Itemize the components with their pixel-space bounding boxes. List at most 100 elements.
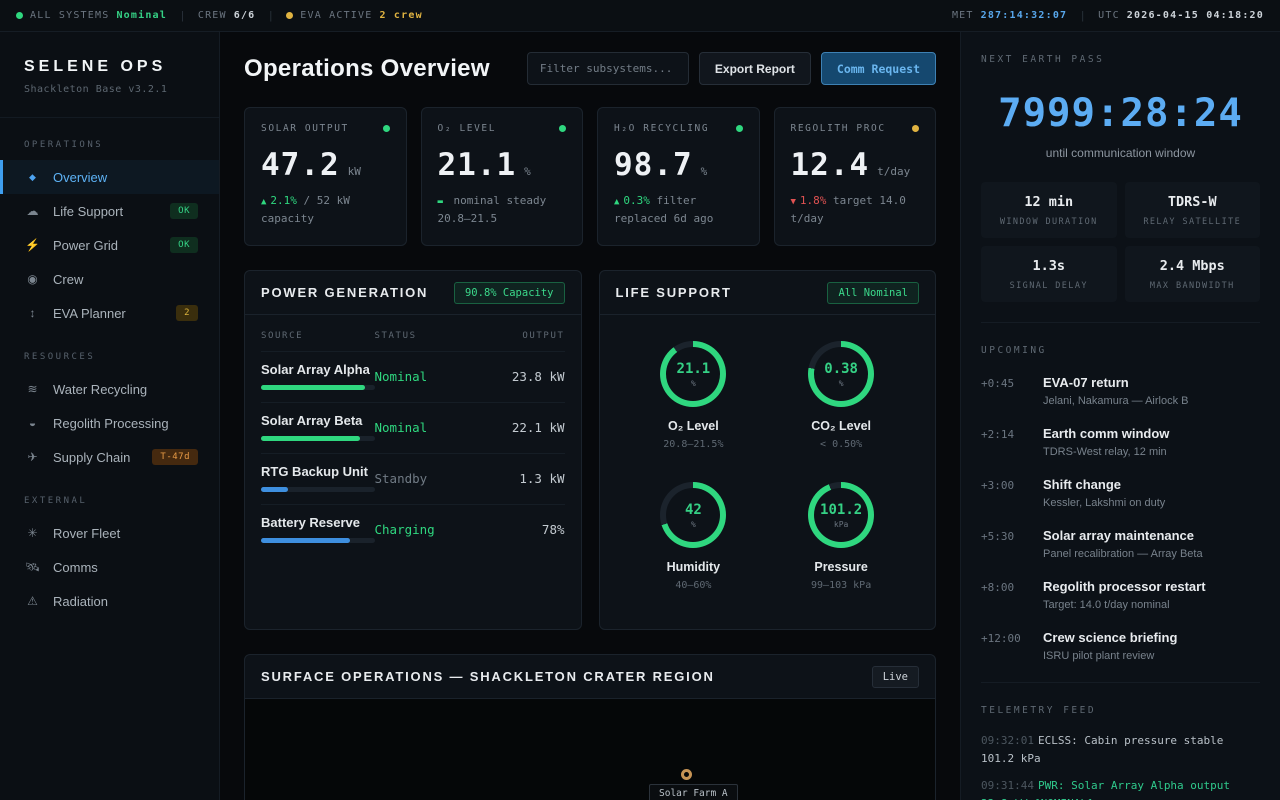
life-gauges: 21.1%O₂ Level20.8–21.5%0.38%CO₂ Level< 0… (600, 315, 936, 617)
sidebar-item-life-support[interactable]: ☁Life SupportOK (0, 194, 219, 228)
radiation-warning-icon: ⚠ (24, 594, 41, 608)
status-dot-icon (912, 125, 919, 132)
gauge-range: < 0.50% (808, 439, 874, 450)
comm-request-button[interactable]: Comm Request (821, 52, 936, 85)
stat-card-h-o-recycling: H₂O RECYCLING98.7%▲0.3% filter replaced … (597, 107, 760, 246)
sidebar-item-regolith-processing[interactable]: ◒Regolith Processing (0, 406, 219, 440)
upcoming-time: +0:45 (981, 375, 1027, 407)
power-source-cell: Solar Array Alpha (261, 362, 375, 390)
upcoming-item-shift-change[interactable]: +3:00 Shift changeKessler, Lakshmi on dut… (981, 477, 1260, 509)
status-dot-icon (286, 12, 293, 19)
power-status: Standby (375, 471, 470, 486)
separator: | (1081, 10, 1084, 22)
sidebar-item-water-recycling[interactable]: ≋Water Recycling (0, 372, 219, 406)
gauge-label: Humidity (660, 560, 726, 574)
gauge-label: O₂ Level (660, 419, 726, 433)
upcoming-item-crew-science-briefing[interactable]: +12:00Crew science briefingISRU pilot pl… (981, 630, 1260, 662)
stat-card-regolith-proc: REGOLITH PROC12.4t/day▼1.8% target 14.0 … (774, 107, 937, 246)
stat-card-value-row: 12.4t/day (791, 147, 920, 183)
filter-subsystems-input[interactable] (527, 52, 689, 85)
sidebar-item-label: Life Support (53, 204, 123, 219)
stat-card-label: H₂O RECYCLING (614, 123, 709, 134)
map-marker-icon[interactable] (681, 769, 692, 780)
diamond-icon: ◆ (24, 172, 41, 183)
status-dot-icon (383, 125, 390, 132)
power-bar-track (261, 436, 375, 441)
power-bar-fill (261, 385, 365, 390)
upcoming-time: +5:30 (981, 528, 1027, 560)
sidebar-item-rover-fleet[interactable]: ✳Rover Fleet (0, 516, 219, 550)
stat-card-unit: % (524, 165, 531, 178)
gauge-value: 0.38 (824, 361, 858, 377)
upcoming-item-solar-array-maintenance[interactable]: +5:30 Solar array maintenancePanel recali… (981, 528, 1260, 560)
power-output: 78% (470, 522, 565, 537)
power-source-cell: Solar Array Beta (261, 413, 375, 441)
upcoming-time: +3:00 (981, 477, 1027, 509)
sidebar-item-supply-chain[interactable]: ✈Supply ChainT-47d (0, 440, 219, 474)
upcoming-body: Solar array maintenancePanel recalibrati… (1043, 528, 1203, 560)
plane-icon: ✈ (24, 450, 41, 464)
right-sidebar: NEXT EARTH PASS 7999:28:24 until communi… (960, 32, 1280, 800)
power-generation-panel: POWER GENERATION 90.8% Capacity SOURCEST… (244, 270, 582, 630)
status-dot-icon (559, 125, 566, 132)
sidebar-item-crew[interactable]: ◉Crew (0, 262, 219, 296)
stat-card-label: O₂ LEVEL (438, 123, 497, 134)
power-table: SOURCESTATUSOUTPUT Solar Array AlphaNomi… (245, 315, 581, 555)
sidebar-item-radiation[interactable]: ⚠Radiation (0, 584, 219, 618)
upcoming-item-eva-07-return[interactable]: +0:45EVA-07 returnJelani, Nakamura — Air… (981, 375, 1260, 407)
surface-operations-panel: SURFACE OPERATIONS — SHACKLETON CRATER R… (244, 654, 936, 800)
power-output: 23.8 kW (470, 369, 565, 384)
telemetry-list: 09:32:01ECLSS: Cabin pressure stable 101… (981, 732, 1260, 800)
upcoming-item-earth-comm-window[interactable]: +2:14Earth comm windowTDRS-West relay, 1… (981, 426, 1260, 458)
power-bar-fill (261, 436, 360, 441)
power-source-name: RTG Backup Unit (261, 464, 375, 479)
page-title: Operations Overview (244, 55, 490, 83)
eva-value: 2 crew (379, 10, 422, 21)
eva-label: EVA ACTIVE (300, 10, 372, 21)
sidebar-item-label: Supply Chain (53, 450, 130, 465)
gauge-pressure: 101.2kPaPressure99–103 kPa (808, 482, 874, 591)
header-actions: Export Report Comm Request (527, 52, 936, 85)
power-status: Nominal (375, 369, 470, 384)
sidebar-item-power-grid[interactable]: ⚡Power GridOK (0, 228, 219, 262)
sidebar-item-eva-planner[interactable]: ↕EVA Planner2 (0, 296, 219, 330)
trend-note: nominal steady 20.8–21.5 (438, 194, 547, 225)
power-source-name: Battery Reserve (261, 515, 375, 530)
panels-row: POWER GENERATION 90.8% Capacity SOURCEST… (244, 270, 936, 630)
pass-stat-label: WINDOW DURATION (989, 217, 1109, 227)
satellite-icon: 🛰 (24, 560, 41, 574)
telemetry-section: TELEMETRY FEED 09:32:01ECLSS: Cabin pres… (981, 683, 1260, 800)
power-row-battery-reserve: Battery ReserveCharging78% (261, 504, 565, 555)
gauge-ring: 42% (660, 482, 726, 548)
nav-section-label: OPERATIONS (0, 118, 219, 160)
stat-card-trend: ▼1.8% target 14.0 t/day (791, 192, 920, 227)
power-table-header: SOURCESTATUSOUTPUT (261, 319, 565, 351)
upcoming-title: Shift change (1043, 477, 1165, 492)
gauge-value: 101.2 (820, 502, 862, 518)
sidebar-badge: 2 (176, 305, 198, 321)
sidebar-item-overview[interactable]: ◆Overview (0, 160, 219, 194)
surface-map[interactable]: Solar Farm A (245, 699, 935, 800)
gauge-ring-text: 0.38% (808, 341, 874, 407)
gauge-ring-text: 101.2kPa (808, 482, 874, 548)
telemetry-line: 09:32:01ECLSS: Cabin pressure stable 101… (981, 732, 1260, 767)
sidebar-item-comms[interactable]: 🛰Comms (0, 550, 219, 584)
upcoming-label: UPCOMING (981, 345, 1260, 356)
map-marker-label: Solar Farm A (649, 784, 738, 800)
gauge-ring-text: 21.1% (660, 341, 726, 407)
gauge-unit: % (691, 520, 696, 529)
gauge-humidity: 42%Humidity40–60% (660, 482, 726, 591)
export-report-button[interactable]: Export Report (699, 52, 811, 85)
brand-block: SELENE OPS Shackleton Base v3.2.1 (0, 58, 219, 118)
crew-value: 6/6 (234, 10, 256, 21)
crew-label: CREW (198, 10, 227, 21)
upcoming-body: Shift changeKessler, Lakshmi on duty (1043, 477, 1165, 509)
upcoming-item-regolith-processor-restart[interactable]: +8:00Regolith processor restartTarget: 1… (981, 579, 1260, 611)
gauge-range: 99–103 kPa (808, 580, 874, 591)
trend-flat-icon: ▬ (438, 197, 443, 207)
stat-card-label: SOLAR OUTPUT (261, 123, 349, 134)
eva-status: EVA ACTIVE 2 crew (286, 10, 423, 21)
eva-icon: ↕ (24, 306, 41, 320)
power-col-status: STATUS (375, 331, 470, 341)
power-output: 1.3 kW (470, 471, 565, 486)
